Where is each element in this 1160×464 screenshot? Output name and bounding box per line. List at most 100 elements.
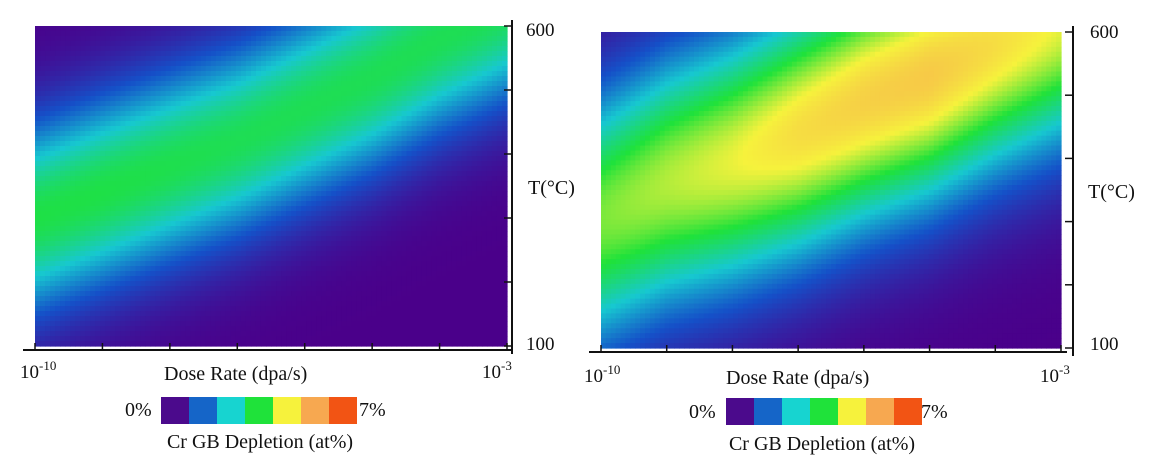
heatmap-cell	[140, 281, 147, 287]
heatmap-cell	[40, 86, 46, 92]
heatmap-cell	[70, 71, 76, 77]
heatmap-cell	[301, 271, 307, 277]
heatmap-cell	[326, 36, 332, 42]
heatmap-cell	[366, 201, 373, 207]
heatmap-cell	[60, 211, 66, 217]
heatmap-cell	[331, 271, 337, 277]
heatmap-cell	[296, 276, 302, 282]
heatmap-cell	[260, 161, 267, 167]
heatmap-cell	[301, 286, 307, 292]
heatmap-cell	[175, 301, 182, 307]
heatmap-cell	[190, 36, 197, 42]
heatmap-cell	[80, 101, 86, 107]
heatmap-cell	[416, 261, 423, 267]
heatmap-cell	[155, 321, 162, 327]
heatmap-cell	[240, 66, 247, 72]
heatmap-cell	[316, 241, 322, 247]
heatmap-cell	[411, 81, 418, 87]
heatmap-cell	[245, 81, 252, 87]
heatmap-cell	[306, 251, 312, 257]
heatmap-cell	[230, 311, 237, 317]
heatmap-cell	[160, 341, 167, 347]
heatmap-cell	[65, 96, 71, 102]
heatmap-cell	[195, 86, 202, 92]
heatmap-cell	[155, 71, 162, 77]
heatmap-cell	[150, 221, 157, 227]
heatmap-cell	[301, 41, 307, 47]
heatmap-cell	[235, 291, 242, 297]
heatmap-cell	[95, 36, 101, 42]
heatmap-cell	[366, 336, 373, 342]
heatmap-cell	[376, 206, 383, 212]
heatmap-cell	[411, 286, 418, 292]
heatmap-cell	[215, 246, 222, 252]
heatmap-cell	[40, 121, 46, 127]
heatmap-cell	[160, 71, 167, 77]
heatmap-cell	[40, 261, 46, 267]
heatmap-cell	[140, 141, 147, 147]
heatmap-cell	[336, 191, 342, 197]
heatmap-cell	[190, 311, 197, 317]
heatmap-cell	[125, 226, 131, 232]
heatmap-cell	[406, 226, 413, 232]
heatmap-cell	[421, 321, 428, 327]
heatmap-cell	[125, 206, 131, 212]
heatmap-cell	[220, 166, 227, 172]
heatmap-cell	[105, 191, 111, 197]
heatmap-cell	[170, 291, 177, 297]
heatmap-cell	[60, 161, 66, 167]
heatmap-cell	[160, 46, 167, 52]
heatmap-cell	[150, 321, 157, 327]
heatmap-cell	[351, 301, 357, 307]
heatmap-cell	[85, 66, 91, 72]
heatmap-cell	[281, 196, 287, 202]
heatmap-cell	[321, 161, 327, 167]
heatmap-cell	[401, 236, 408, 242]
heatmap-cell	[281, 251, 287, 257]
heatmap-cell	[110, 141, 116, 147]
heatmap-cell	[341, 121, 347, 127]
heatmap-cell	[255, 41, 262, 47]
heatmap-cell	[356, 196, 362, 202]
heatmap-cell	[35, 121, 41, 127]
heatmap-cell	[45, 261, 51, 267]
heatmap-cell	[40, 266, 46, 272]
heatmap-cell	[421, 156, 428, 162]
heatmap-cell	[371, 211, 378, 217]
heatmap-cell	[245, 186, 252, 192]
heatmap-cell	[296, 66, 302, 72]
heatmap-cell	[240, 76, 247, 82]
heatmap-cell	[301, 266, 307, 272]
heatmap-cell	[225, 261, 232, 267]
heatmap-cell	[416, 66, 423, 72]
heatmap-cell	[366, 226, 373, 232]
heatmap-cell	[296, 141, 302, 147]
heatmap-cell	[45, 111, 51, 117]
heatmap-cell	[180, 56, 187, 62]
heatmap-cell	[55, 336, 61, 342]
heatmap-cell	[291, 131, 297, 137]
heatmap-cell	[125, 166, 131, 172]
heatmap-cell	[371, 26, 378, 32]
heatmap-cell	[376, 176, 383, 182]
heatmap-cell	[220, 91, 227, 97]
heatmap-cell	[55, 101, 61, 107]
heatmap-cell	[235, 236, 242, 242]
heatmap-cell	[45, 26, 51, 32]
heatmap-cell	[276, 106, 282, 112]
heatmap-cell	[55, 136, 61, 142]
heatmap-cell	[250, 256, 257, 262]
heatmap-cell	[50, 196, 56, 202]
heatmap-cell	[386, 161, 393, 167]
heatmap-cell	[411, 141, 418, 147]
heatmap-cell	[120, 166, 126, 172]
heatmap-cell	[281, 226, 287, 232]
heatmap-cell	[160, 106, 167, 112]
heatmap-cell	[190, 56, 197, 62]
heatmap-cell	[110, 126, 116, 132]
heatmap-cell	[210, 106, 217, 112]
heatmap-cell	[265, 91, 272, 97]
heatmap-cell	[215, 116, 222, 122]
heatmap-cell	[150, 226, 157, 232]
heatmap-cell	[260, 226, 267, 232]
